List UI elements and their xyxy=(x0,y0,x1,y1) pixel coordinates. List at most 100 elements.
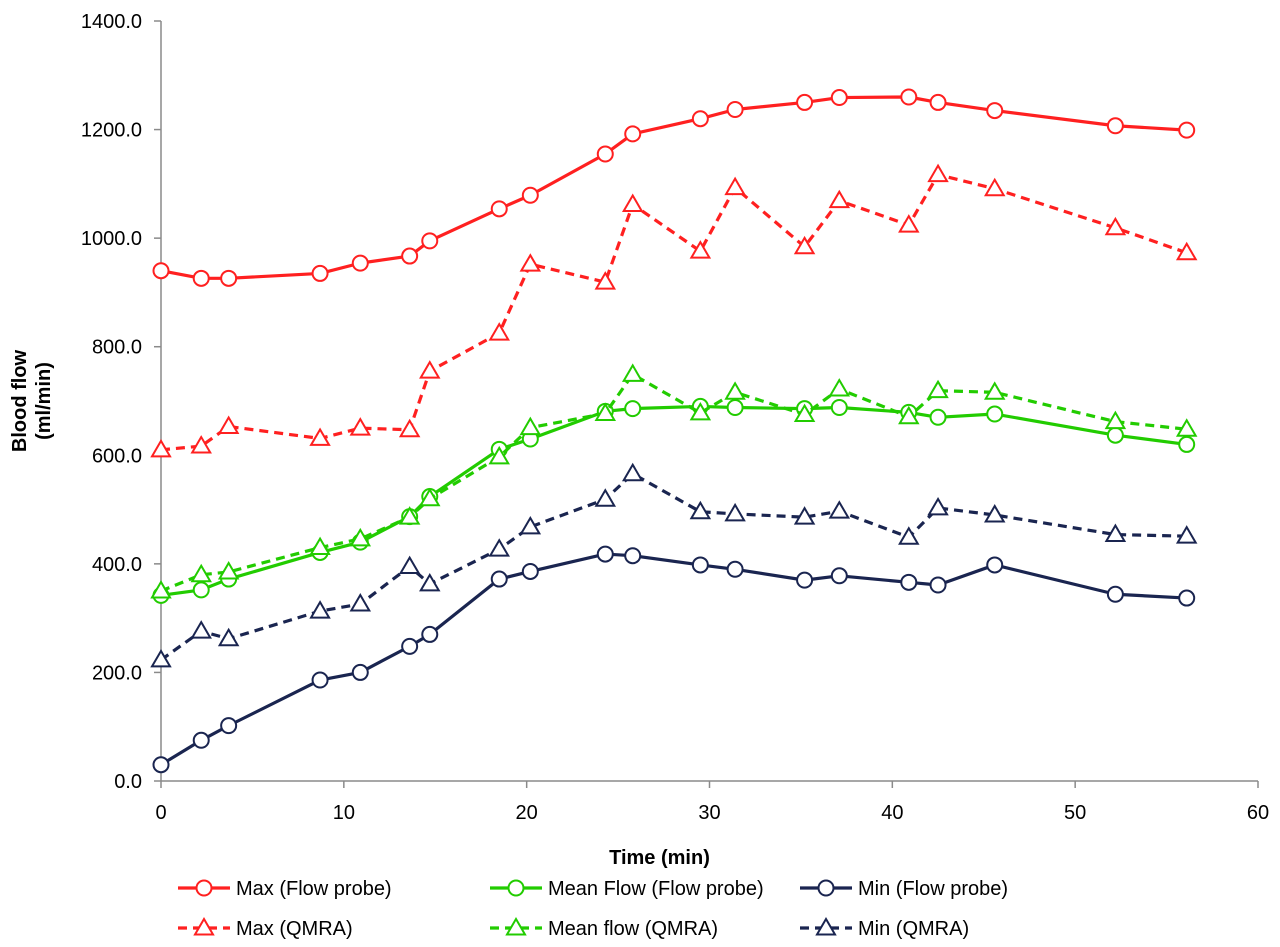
data-point xyxy=(830,567,848,585)
data-point xyxy=(398,418,421,438)
data-point xyxy=(929,576,947,594)
data-point xyxy=(689,401,712,421)
data-point xyxy=(1106,117,1124,135)
data-point xyxy=(689,240,712,259)
data-point xyxy=(898,526,920,545)
data-point xyxy=(519,515,542,535)
data-point xyxy=(349,593,372,612)
data-point xyxy=(1175,525,1198,544)
x-tick-label: 40 xyxy=(881,802,903,824)
x-tick-label: 60 xyxy=(1247,802,1269,824)
series-2 xyxy=(152,545,1196,774)
series-4 xyxy=(150,363,1198,599)
series-line xyxy=(160,472,1187,662)
data-point xyxy=(150,580,172,599)
series-1 xyxy=(152,397,1196,604)
data-point xyxy=(521,562,539,580)
data-point xyxy=(521,186,539,204)
data-point xyxy=(898,214,920,233)
data-point xyxy=(488,322,510,341)
series-0 xyxy=(152,88,1196,287)
legend-item: Max (QMRA) xyxy=(178,917,353,940)
data-point xyxy=(421,232,439,250)
legend-marker xyxy=(193,917,215,936)
data-point xyxy=(983,177,1006,197)
data-point xyxy=(401,247,419,265)
y-tick-label: 1200.0 xyxy=(81,120,142,142)
data-point xyxy=(192,731,210,749)
data-point xyxy=(724,502,746,522)
series-layer xyxy=(150,88,1198,774)
data-point xyxy=(1175,241,1198,261)
data-point xyxy=(190,435,212,454)
data-point xyxy=(419,360,441,379)
legend-label: Mean flow (QMRA) xyxy=(548,918,718,940)
data-point xyxy=(311,264,329,282)
data-point xyxy=(927,163,949,183)
y-tick-label: 1400.0 xyxy=(81,11,142,33)
data-point xyxy=(621,193,644,212)
series-line xyxy=(159,95,1189,280)
data-point xyxy=(1106,585,1124,603)
data-point xyxy=(726,100,744,118)
data-point xyxy=(220,269,238,287)
data-point xyxy=(419,572,441,592)
legend-label: Min (Flow probe) xyxy=(858,878,1008,900)
data-point xyxy=(488,445,510,465)
y-tick-label: 600.0 xyxy=(92,445,142,467)
data-point xyxy=(726,399,744,417)
data-point xyxy=(724,381,746,400)
data-point xyxy=(983,504,1006,523)
data-point xyxy=(983,381,1006,400)
data-point xyxy=(793,403,816,423)
data-point xyxy=(1104,410,1127,430)
data-point xyxy=(398,555,421,575)
data-point xyxy=(900,88,918,106)
legend-item: Mean flow (QMRA) xyxy=(490,917,718,940)
data-point xyxy=(349,527,372,547)
y-tick-label: 0.0 xyxy=(114,771,142,793)
data-point xyxy=(1104,523,1127,543)
data-point xyxy=(927,496,949,516)
y-tick-label: 800.0 xyxy=(92,337,142,359)
data-point xyxy=(898,405,920,425)
legend-marker xyxy=(507,879,525,897)
legend-item: Min (Flow probe) xyxy=(800,878,1008,900)
legend: Max (Flow probe) Mean Flow (Flow probe) Mi… xyxy=(178,878,1008,940)
data-point xyxy=(519,253,542,272)
data-point xyxy=(796,571,814,589)
data-point xyxy=(596,545,614,563)
data-point xyxy=(309,600,331,619)
data-point xyxy=(828,500,851,519)
data-point xyxy=(1178,589,1196,607)
data-point xyxy=(726,560,744,578)
data-point xyxy=(621,363,644,382)
series-3 xyxy=(150,163,1198,458)
data-point xyxy=(796,93,814,111)
data-point xyxy=(793,235,816,255)
data-point xyxy=(830,399,848,417)
data-point xyxy=(828,378,851,397)
data-point xyxy=(488,538,510,557)
data-point xyxy=(419,487,441,507)
data-point xyxy=(724,176,746,196)
data-point xyxy=(1106,426,1124,444)
data-point xyxy=(150,438,172,458)
data-point xyxy=(190,563,212,583)
data-point xyxy=(927,379,949,399)
legend-marker xyxy=(817,879,835,897)
series-line xyxy=(159,404,1189,597)
data-point xyxy=(311,671,329,689)
data-point xyxy=(929,93,947,111)
data-point xyxy=(828,189,851,209)
data-point xyxy=(401,637,419,655)
data-point xyxy=(217,415,240,434)
data-point xyxy=(986,405,1004,423)
data-point xyxy=(1178,435,1196,453)
data-point xyxy=(830,89,848,107)
legend-label: Max (QMRA) xyxy=(236,918,353,940)
data-point xyxy=(519,416,542,436)
data-point xyxy=(220,717,238,735)
data-point xyxy=(351,254,369,272)
